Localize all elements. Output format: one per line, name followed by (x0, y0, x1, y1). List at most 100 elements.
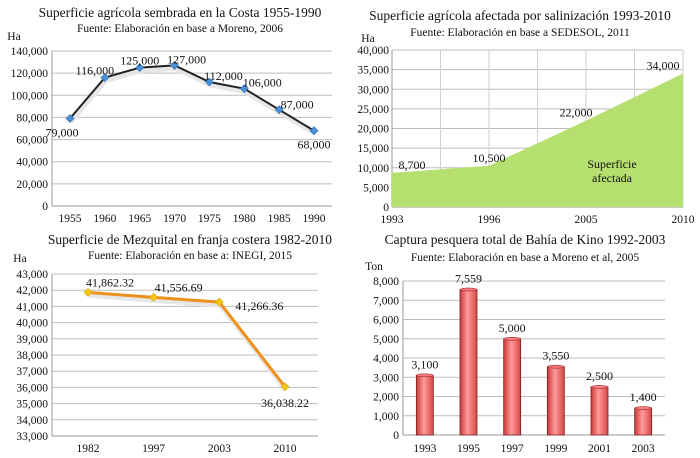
area-fill (392, 73, 683, 207)
chart-subtitle: Fuente: Elaboración en base a: INEGI, 20… (88, 250, 292, 262)
bar (634, 407, 653, 436)
y-tick-label: 0 (393, 430, 399, 442)
y-tick-label: 120,000 (11, 68, 49, 80)
y-tick-label: 41,000 (16, 301, 48, 313)
data-label: 34,000 (647, 59, 680, 73)
data-label: 125,000 (120, 54, 159, 68)
bar-top (459, 287, 478, 292)
bar (503, 338, 522, 436)
data-label: 36,038.22 (261, 396, 309, 410)
y-tick-label: 33,000 (16, 431, 48, 443)
data-point (83, 288, 93, 297)
chart-subtitle: Fuente: Elaboración en base a SEDESOL, 2… (410, 27, 630, 39)
data-label: 127,000 (167, 52, 206, 66)
y-tick-label: 36,000 (16, 382, 48, 394)
x-tick-label: 1996 (478, 214, 501, 226)
bar (459, 289, 478, 436)
chart-3: Superficie de Mezquital en franja coster… (13, 232, 332, 455)
data-label: 112,000 (204, 69, 243, 83)
y-tick-label: 30,000 (357, 84, 389, 96)
x-tick-label: 2005 (575, 214, 598, 226)
x-tick-label: 1990 (303, 213, 326, 225)
data-label: 3,100 (411, 357, 438, 371)
x-tick-label: 2010 (274, 443, 297, 455)
y-tick-label: 6,000 (373, 315, 399, 327)
chart-title: Superficie de Mezquital en franja coster… (48, 232, 332, 247)
y-tick-label: 80,000 (16, 112, 48, 124)
y-tick-label: 7,000 (373, 295, 399, 307)
x-tick-label: 1995 (457, 443, 480, 455)
x-tick-label: 1985 (268, 213, 291, 225)
y-tick-label: 8,000 (373, 276, 399, 288)
y-tick-label: 1,000 (373, 411, 399, 423)
y-tick-label: 140,000 (11, 46, 49, 58)
bar-top (590, 385, 609, 389)
data-point (214, 297, 224, 307)
y-tick-label: 43,000 (16, 269, 48, 281)
y-tick-label: 2,000 (373, 392, 399, 404)
y-tick-label: 40,000 (16, 318, 48, 330)
y-tick-label: 40,000 (357, 45, 389, 57)
y-tick-label: 20,000 (16, 179, 48, 191)
data-label: 79,000 (46, 126, 79, 140)
x-tick-label: 1960 (93, 213, 116, 225)
y-tick-label: 39,000 (16, 334, 48, 346)
data-label: 68,000 (298, 138, 331, 152)
data-point (170, 60, 179, 70)
x-tick-label: 1982 (77, 443, 100, 455)
y-tick-label: 0 (383, 202, 389, 214)
y-tick-label: 25,000 (357, 104, 389, 116)
data-label: 106,000 (243, 76, 282, 90)
data-point (280, 382, 290, 392)
chart-2: Superficie agrícola afectada por saliniz… (357, 8, 694, 226)
y-tick-label: 3,000 (373, 372, 399, 384)
data-point (239, 84, 249, 94)
bar (415, 374, 434, 436)
data-label: 1,400 (630, 390, 657, 404)
x-tick-label: 1975 (198, 213, 221, 225)
y-tick-label: 15,000 (357, 143, 389, 155)
y-tick-label: 35,000 (357, 65, 389, 77)
data-point (149, 292, 159, 302)
y-tick-label: 60,000 (16, 135, 48, 147)
y-axis-label: Ha (361, 33, 374, 45)
line-shadow (69, 65, 317, 136)
data-point (100, 73, 110, 82)
data-point (135, 63, 145, 73)
chart-title: Captura pesquera total de Bahía de Kino … (385, 232, 666, 247)
x-tick-label: 1955 (59, 213, 82, 225)
y-tick-label: 5,000 (373, 334, 399, 346)
y-tick-label: 100,000 (11, 90, 49, 102)
data-point (65, 114, 75, 123)
data-label: 116,000 (76, 64, 115, 78)
data-label: 10,500 (473, 151, 506, 165)
bar-top (634, 406, 652, 410)
y-tick-label: 34,000 (16, 415, 48, 427)
series-label-line: afectada (592, 171, 633, 185)
data-label: 41,556.69 (155, 280, 203, 294)
x-tick-label: 2003 (632, 443, 655, 455)
x-tick-label: 2003 (208, 443, 231, 455)
series-line (87, 290, 287, 388)
chart-1: Superficie agrícola sembrada en la Costa… (7, 5, 332, 225)
y-tick-label: 35,000 (16, 399, 48, 411)
y-tick-label: 5,000 (363, 182, 389, 194)
data-point (274, 105, 284, 115)
data-label: 22,000 (560, 106, 593, 120)
y-tick-label: 38,000 (16, 350, 48, 362)
data-point (309, 126, 319, 136)
x-tick-label: 1970 (163, 213, 186, 225)
y-tick-label: 42,000 (16, 285, 48, 297)
y-tick-label: 10,000 (357, 163, 389, 175)
y-tick-label: 20,000 (357, 124, 389, 136)
series-label: Superficie afectada (587, 157, 636, 185)
chart-title: Superficie agrícola sembrada en la Costa… (39, 5, 322, 20)
x-tick-label: 1993 (381, 214, 404, 226)
x-tick-label: 1980 (233, 213, 256, 225)
y-axis-label: Ha (7, 31, 20, 43)
data-label: 41,266.36 (235, 299, 283, 313)
chart-subtitle: Fuente: Elaboración en base a Moreno, 20… (77, 23, 283, 35)
x-tick-label: 1997 (501, 443, 524, 455)
bar-top (547, 364, 565, 369)
data-point (205, 77, 214, 87)
